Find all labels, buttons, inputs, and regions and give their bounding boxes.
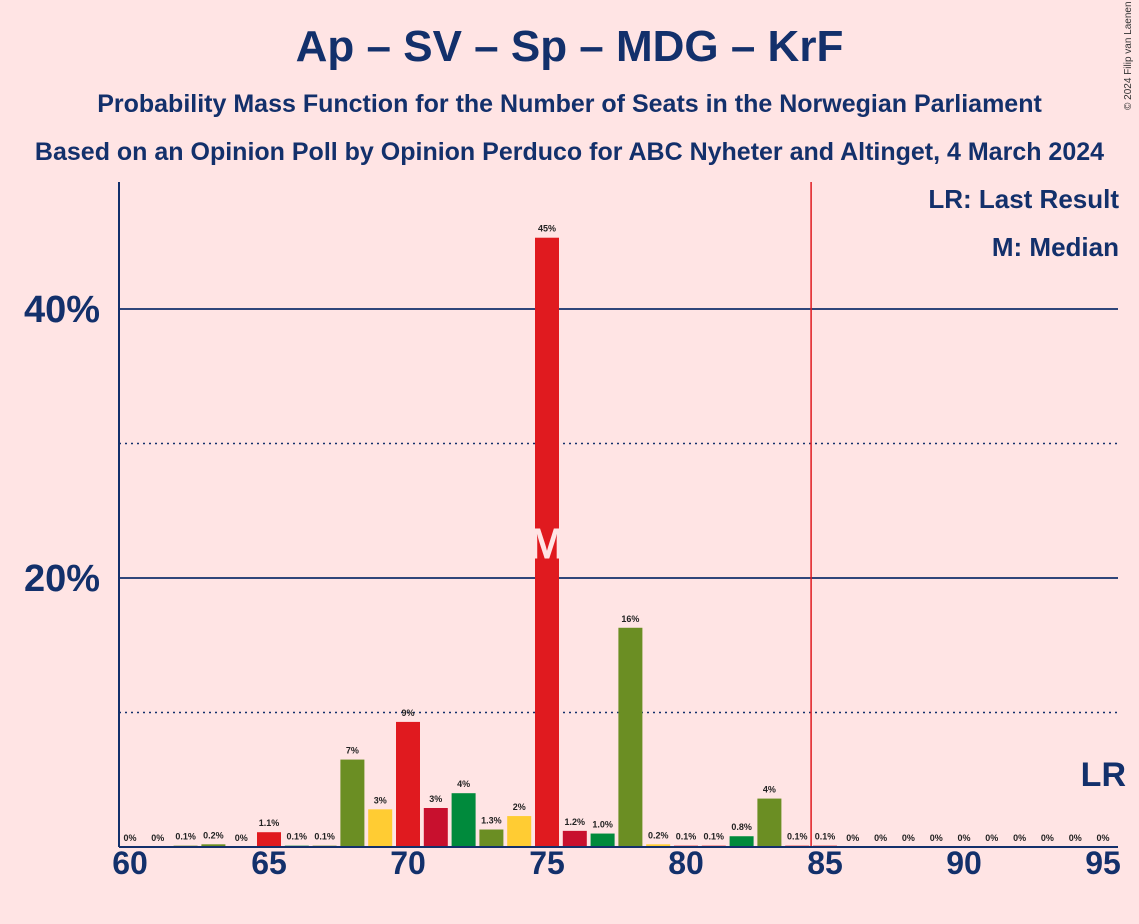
bar-value-label: 4% [457,779,470,789]
bar [451,793,476,847]
chart-subtitle: Probability Mass Function for the Number… [97,90,1042,118]
bar-value-label: 0% [235,833,248,843]
bar [257,832,281,847]
x-tick-label: 80 [668,845,704,881]
bar-value-label: 0% [151,833,164,843]
bar-value-label: 16% [621,614,639,624]
x-tick-label: 95 [1085,845,1121,881]
bar-value-label: 1.1% [259,818,280,828]
x-tick-label: 65 [251,845,287,881]
bar-value-label: 45% [538,224,556,234]
bar [646,844,671,847]
bar [340,759,365,847]
bar-value-label: 0.2% [203,830,224,840]
bar-value-label: 0.8% [731,822,752,832]
bar-value-label: 1.2% [565,817,586,827]
bar-value-label: 0.1% [314,832,335,842]
bar-value-label: 0% [902,833,915,843]
y-tick-label: 40% [24,289,100,331]
bar-value-label: 3% [429,794,442,804]
bar-value-label: 0.1% [787,832,808,842]
bar-value-label: 0.1% [815,832,836,842]
bar-value-label: 0.1% [676,832,697,842]
x-tick-label: 60 [112,845,148,881]
bar [396,721,420,847]
bar [368,809,393,847]
median-marker: M [529,519,566,568]
bar [535,237,559,848]
x-tick-label: 70 [390,845,426,881]
bar-value-label: 3% [374,795,387,805]
bar-value-label: 0% [846,833,859,843]
x-tick-label: 75 [529,845,565,881]
bar-value-label: 1.3% [481,816,502,826]
chart-title: Ap – SV – Sp – MDG – KrF [295,22,844,71]
bar-value-label: 0% [1069,833,1082,843]
bar-value-label: 0% [1041,833,1054,843]
chart-subtitle-source: Based on an Opinion Poll by Opinion Perd… [34,138,1105,166]
bar-value-label: 0.2% [648,830,669,840]
bar-value-label: 2% [513,802,526,812]
bar-value-label: 0% [1096,833,1109,843]
bar-value-label: 9% [401,708,414,718]
bar [201,844,226,847]
bar-value-label: 7% [346,746,359,756]
y-tick-label: 20% [24,558,100,600]
bar-value-label: 0% [957,833,970,843]
bar [507,816,532,847]
bar-value-label: 0.1% [704,832,725,842]
bar [729,836,754,847]
bar-value-label: 0.1% [287,832,308,842]
bar [423,807,448,847]
bar [618,627,643,847]
bar [479,829,504,847]
bar [590,833,615,847]
x-tick-label: 90 [946,845,982,881]
bar-value-label: 1.0% [592,820,613,830]
bar [757,798,782,847]
bar-value-label: 0% [1013,833,1026,843]
bar-value-label: 0% [930,833,943,843]
bar-value-label: 0% [874,833,887,843]
legend-last-result: LR: Last Result [928,184,1119,214]
bar [562,830,587,847]
bar-value-label: 4% [763,785,776,795]
x-tick-label: 85 [807,845,843,881]
legend-median: M: Median [991,232,1119,262]
bar-value-label: 0.1% [175,832,196,842]
bar-value-label: 0% [985,833,998,843]
bar-value-label: 0% [123,833,136,843]
last-result-label: LR [1081,756,1126,794]
